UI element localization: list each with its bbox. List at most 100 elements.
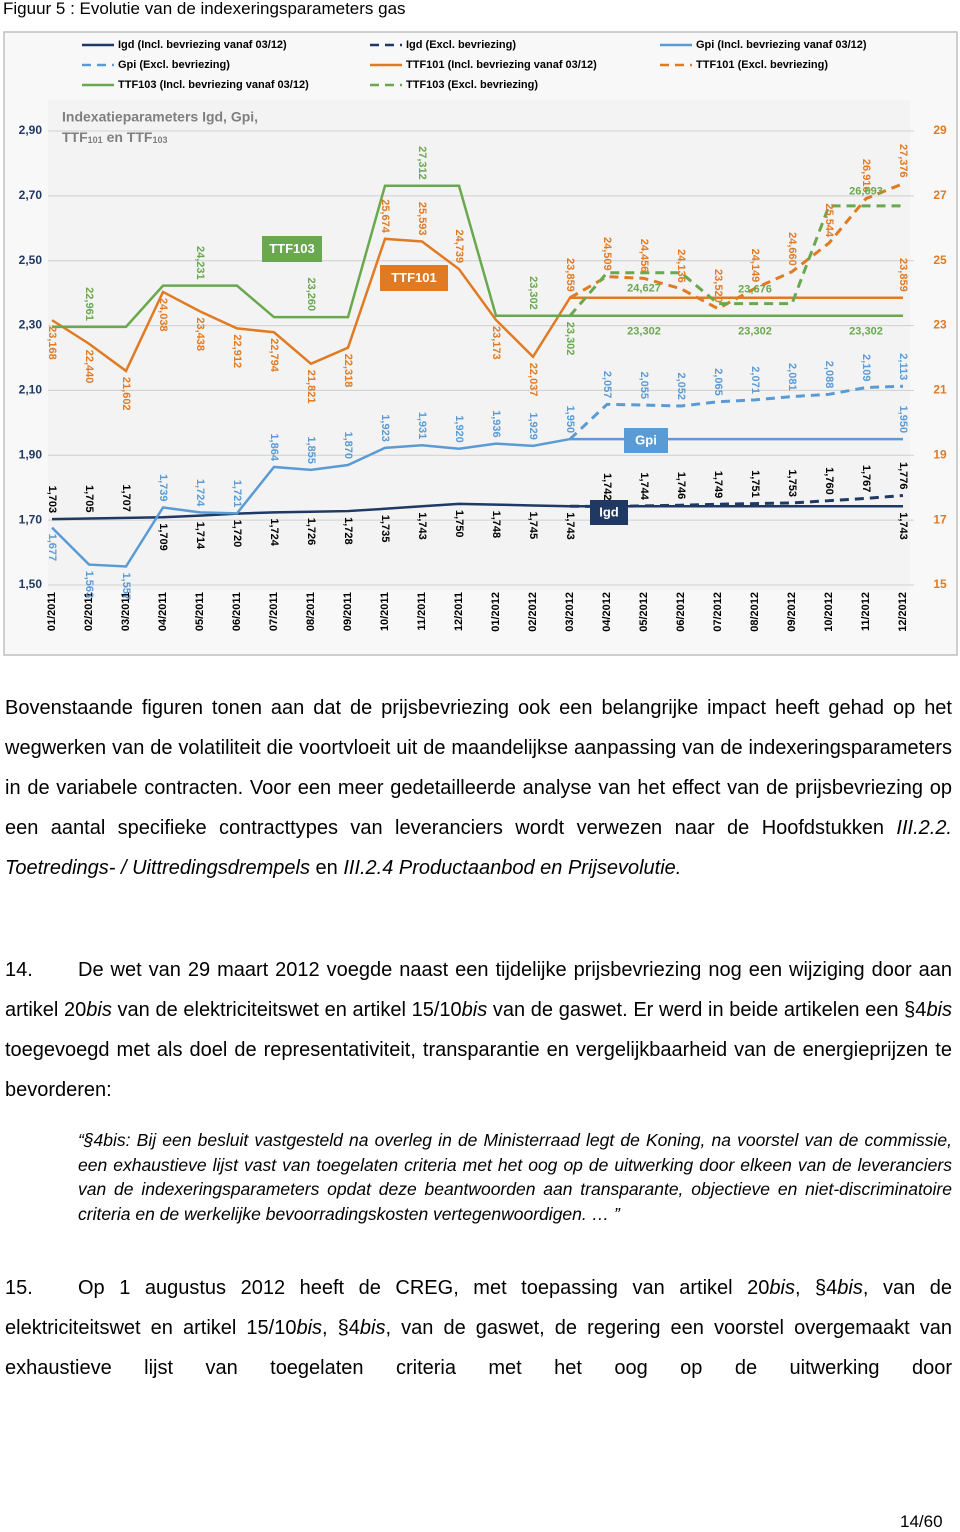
y2-tick-label: 23 [933,318,947,332]
value-label: 1,677 [46,534,58,562]
text-run: , van de elektriciteitswet en artikel 15… [5,1277,952,1339]
value-label: 2,113 [897,353,909,380]
text-run: van de elektriciteitswet en artikel 15/1… [111,999,462,1021]
value-label: 22,961 [83,287,95,321]
value-label: 22,440 [83,350,95,384]
x-tick-label: 10/2012 [823,592,835,632]
value-label: 26,693 [849,186,883,198]
value-label: 2,071 [749,366,761,394]
x-tick-label: 09/2011 [342,592,354,631]
value-label: 1,745 [527,512,539,540]
value-label: 1,931 [416,412,428,440]
figure-caption: Figuur 5 : Evolutie van de indexeringspa… [3,0,406,18]
paragraph: 14. De wet van 29 maart 2012 voegde naast… [5,950,952,1110]
x-tick-label: 11/2011 [416,592,428,631]
value-label: 1,864 [268,433,280,461]
value-label: 24,627 [627,283,661,295]
y2-tick-label: 19 [933,447,947,461]
legend: Igd (Incl. bevriezing vanaf 03/12) Igd (E… [82,39,867,91]
legend-label: Gpi (Excl. bevriezing) [118,59,230,71]
value-label: 1,855 [305,436,317,464]
text-run: , van de gaswet, de regering een voorste… [5,1317,952,1379]
annotation-text: Igd [599,504,619,519]
x-tick-label: 02/2011 [83,592,95,631]
value-label: 2,057 [601,371,613,399]
y2-tick-label: 27 [933,188,947,202]
value-label: 1,563 [83,571,95,599]
text-run: en [309,857,344,879]
value-label: 1,721 [231,480,243,508]
text-run: Op 1 augustus 2012 heeft de CREG, met to… [78,1277,770,1299]
x-tick-label: 09/2012 [786,592,798,632]
paragraph-number: 14. [5,959,33,981]
value-label: 2,065 [712,368,724,396]
value-label: 1,746 [675,472,687,500]
legend-label: Gpi (Incl. bevriezing vanaf 03/12) [696,39,867,51]
value-label: 1,743 [564,512,576,540]
text-run-italic: bis [461,999,488,1021]
value-label: 25,544 [823,203,835,238]
paragraph: Bovenstaande figuren tonen aan dat de pr… [5,688,952,888]
series-line [568,204,903,317]
annotation-box [262,236,322,262]
annotation-text: TTF101 [391,270,437,285]
legend-label: TTF101 (Incl. bevriezing vanaf 03/12) [406,59,597,71]
y-tick-label: 2,30 [19,318,43,332]
x-tick-label: 07/2011 [268,592,280,631]
chart-title: TTF101 en TTF103 [62,129,168,146]
x-tick-label: 03/2011 [120,592,132,631]
value-label: 24,456 [638,239,650,273]
y2-tick-label: 21 [933,383,947,397]
y2-tick-label: 17 [933,512,947,526]
value-label: 1,728 [342,517,354,545]
annotation-box [624,428,668,453]
value-label: 1,724 [194,479,206,507]
value-label: 1,724 [268,518,280,546]
title-part: en TTF [103,129,153,145]
value-label: 23,438 [194,317,206,351]
text-run-italic: bis [296,1317,323,1339]
value-label: 23,168 [46,326,58,360]
value-label: 22,912 [231,334,243,368]
value-label: 24,038 [157,298,169,332]
value-label: 24,509 [601,237,613,271]
value-label: 1,750 [453,510,465,538]
x-tick-label: 06/2011 [231,592,243,631]
x-tick-label: 01/2012 [490,592,502,632]
y-tick-label: 2,10 [19,383,43,397]
paragraph-number: 15. [5,1277,33,1299]
legend-label: Igd (Excl. bevriezing) [406,39,516,51]
legend-label: Igd (Incl. bevriezing vanaf 03/12) [118,39,287,51]
value-label: 27,312 [416,146,428,180]
annotation: Gpi [624,428,668,453]
x-tick-label: 10/2011 [379,592,391,631]
value-label: 1,707 [120,484,132,512]
value-label: 1,557 [120,573,132,601]
value-label: 23,302 [627,326,661,338]
annotation-box [380,265,448,291]
x-tick-label: 04/2011 [157,592,169,631]
value-label: 1,776 [897,462,909,490]
title-subscript: 101 [88,135,103,145]
title-part: TTF [62,129,88,145]
y-tick-label: 2,90 [19,123,43,137]
annotation: TTF101 [380,265,448,291]
y-tick-label: 1,90 [19,447,43,461]
value-label: 26,916 [860,159,872,193]
x-tick-label: 02/2012 [527,592,539,632]
value-label: 22,794 [268,338,280,373]
value-label: 1,744 [638,472,650,500]
value-label: 23,302 [564,322,576,356]
value-label: 2,052 [675,372,687,400]
value-label: 23,302 [849,326,883,338]
value-label: 23,859 [897,258,909,292]
lines-layer [51,182,904,568]
labels-layer: 1,703 1,705 1,707 1,709 1,714 1,720 1,724 1,726… [46,144,909,600]
x-tick-label: 03/2012 [564,592,576,632]
series-line [569,494,904,509]
value-label: 1,748 [490,511,502,539]
value-label: 24,149 [749,249,761,283]
value-label: 23,520 [712,269,724,303]
